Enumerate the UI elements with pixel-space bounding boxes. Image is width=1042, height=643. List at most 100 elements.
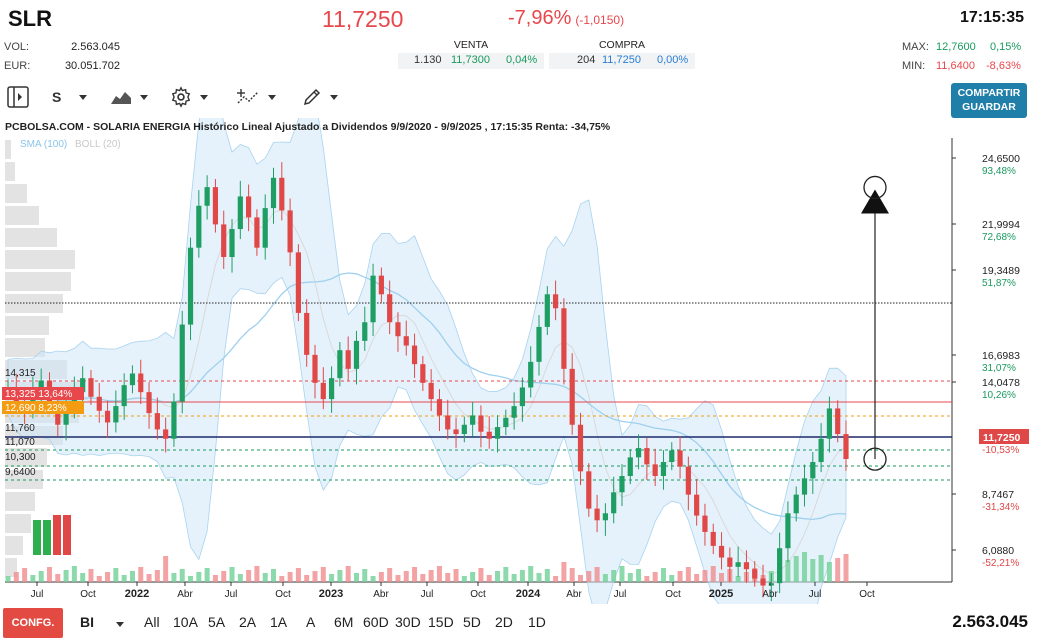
candle-body [611, 492, 617, 514]
candle-body [387, 294, 393, 323]
volume-bar [196, 572, 202, 582]
scale-button[interactable]: S [52, 84, 88, 110]
range-button-1d[interactable]: 1D [528, 614, 546, 630]
volume-bar [254, 566, 260, 582]
candle-body [304, 312, 310, 355]
share-label: COMPARTIR [957, 87, 1021, 99]
chevron-down-icon [116, 622, 124, 627]
volume-bar [337, 570, 343, 582]
candle-body [171, 401, 177, 439]
candle-body [453, 429, 459, 435]
candle-body [63, 408, 69, 425]
bid-box: COMPRA 204 11,7250 0,00% [549, 38, 695, 70]
range-button-30d[interactable]: 30D [395, 614, 421, 630]
ask-price: 11,7300 [451, 54, 490, 66]
candle-body [553, 294, 559, 309]
settings-button[interactable] [170, 84, 208, 110]
candle-body [602, 513, 608, 521]
candle-body [370, 275, 376, 323]
volume-bar [470, 572, 476, 582]
range-button-15d[interactable]: 15D [428, 614, 454, 630]
candle-body [577, 424, 584, 472]
mode-select[interactable]: BI [80, 614, 124, 630]
logo-candle [33, 520, 41, 555]
toggle-panel-button[interactable] [6, 84, 30, 110]
logo-candle [43, 520, 51, 555]
volume-bar [146, 574, 152, 582]
candle-body [312, 354, 318, 383]
candle-body [445, 415, 451, 430]
min-label: MIN: [902, 60, 926, 72]
candle-body [801, 478, 808, 495]
last-price: 11,7250 [322, 6, 404, 32]
ask-percent: 0,04% [506, 54, 538, 66]
x-tick-label: 2023 [319, 588, 343, 600]
volume-bar [835, 558, 841, 582]
candle-body [237, 196, 243, 230]
y-tick-label: 19,3489 [982, 265, 1020, 277]
range-button-6m[interactable]: 6M [334, 614, 354, 630]
candle-body [30, 392, 36, 409]
y-tick-percent: -52,21% [982, 558, 1019, 569]
candle-body [378, 275, 384, 295]
volume-bar [702, 570, 708, 582]
share-save-button[interactable]: COMPARTIR GUARDAR [951, 83, 1027, 118]
volume-profile-bar [5, 536, 23, 555]
volume-profile-bar [5, 250, 75, 269]
bid-label: COMPRA [598, 39, 646, 51]
candle-body [494, 427, 501, 439]
range-button-5d[interactable]: 5D [463, 614, 481, 630]
candle-body [652, 464, 658, 477]
volume-bar [644, 576, 650, 582]
volume-bar [412, 567, 418, 582]
y-tick-label: 14,0478 [982, 377, 1020, 389]
y-tick-percent: 31,07% [982, 363, 1016, 374]
chart-title: PCBOLSA.COM - SOLARIA ENERGIA Histórico … [5, 121, 611, 133]
candle-body [328, 378, 335, 400]
volume-label: VOL: [4, 41, 30, 53]
range-button-2a[interactable]: 2A [239, 614, 257, 630]
candle-body [129, 373, 136, 386]
candle-body [619, 476, 625, 493]
volume-bar [262, 573, 268, 582]
indicators-button[interactable] [236, 84, 276, 110]
volume-bar [271, 569, 277, 582]
candle-body [843, 434, 849, 459]
volume-profile-bar [5, 492, 35, 511]
range-button-10a[interactable]: 10A [173, 614, 198, 630]
drawing-tools-button[interactable] [302, 84, 338, 110]
x-tick-label: Jul [225, 589, 238, 600]
volume-bar [785, 560, 791, 582]
range-button-1a[interactable]: 1A [270, 614, 288, 630]
config-button[interactable]: CONFG. [3, 608, 63, 638]
last-price-tag [979, 429, 1029, 444]
quote-time: 17:15:35 [959, 9, 1024, 26]
range-button-5a[interactable]: 5A [208, 614, 226, 630]
volume-bar [536, 573, 542, 582]
volume-bar [96, 576, 102, 582]
chevron-down-icon [330, 94, 338, 100]
candle-body [80, 378, 86, 393]
range-button-2d[interactable]: 2D [495, 614, 513, 630]
range-button-all[interactable]: All [144, 614, 160, 630]
candle-body [702, 515, 708, 532]
range-button-a[interactable]: A [306, 614, 316, 630]
candle-body [793, 494, 799, 514]
volume-bar [428, 570, 434, 582]
ask-box: VENTA 1.130 11,7300 0,04% [398, 38, 544, 70]
volume-value: 2.563.045 [71, 41, 120, 53]
volume-bar [246, 570, 252, 582]
candle-body [96, 396, 102, 411]
volume-bar [519, 570, 525, 582]
volume-bar [553, 576, 559, 582]
volume-bar [30, 575, 36, 582]
volume-profile-bar [5, 272, 71, 291]
candle-body [810, 462, 816, 479]
candle-body [685, 466, 691, 495]
volume-bar [636, 569, 642, 582]
chart-type-button[interactable] [110, 84, 148, 110]
candle-body [710, 531, 716, 546]
candle-body [411, 345, 418, 365]
range-button-60d[interactable]: 60D [363, 614, 389, 630]
